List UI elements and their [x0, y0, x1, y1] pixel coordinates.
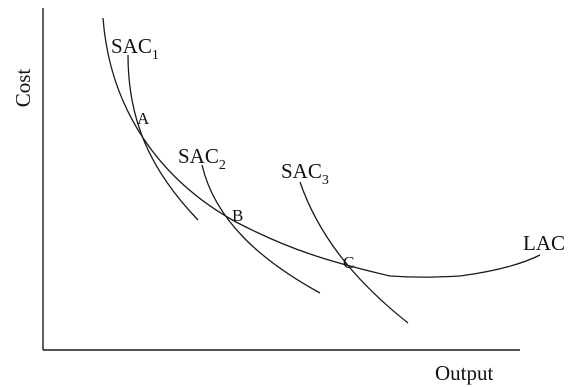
sac1-label: SAC1	[111, 34, 159, 63]
sac2-label: SAC2	[178, 144, 226, 173]
point-b-label: B	[232, 206, 243, 225]
lac-curve	[102, 17, 541, 278]
point-a-label: A	[137, 109, 150, 128]
x-axis-label: Output	[435, 361, 494, 385]
sac1-curve	[127, 54, 199, 221]
sac3-curve	[299, 181, 409, 324]
lac-label: LAC	[523, 231, 565, 255]
point-c-label: C	[343, 253, 354, 272]
sac2-curve	[201, 164, 321, 294]
sac3-label: SAC3	[281, 159, 329, 188]
y-axis-label: Cost	[11, 69, 35, 108]
